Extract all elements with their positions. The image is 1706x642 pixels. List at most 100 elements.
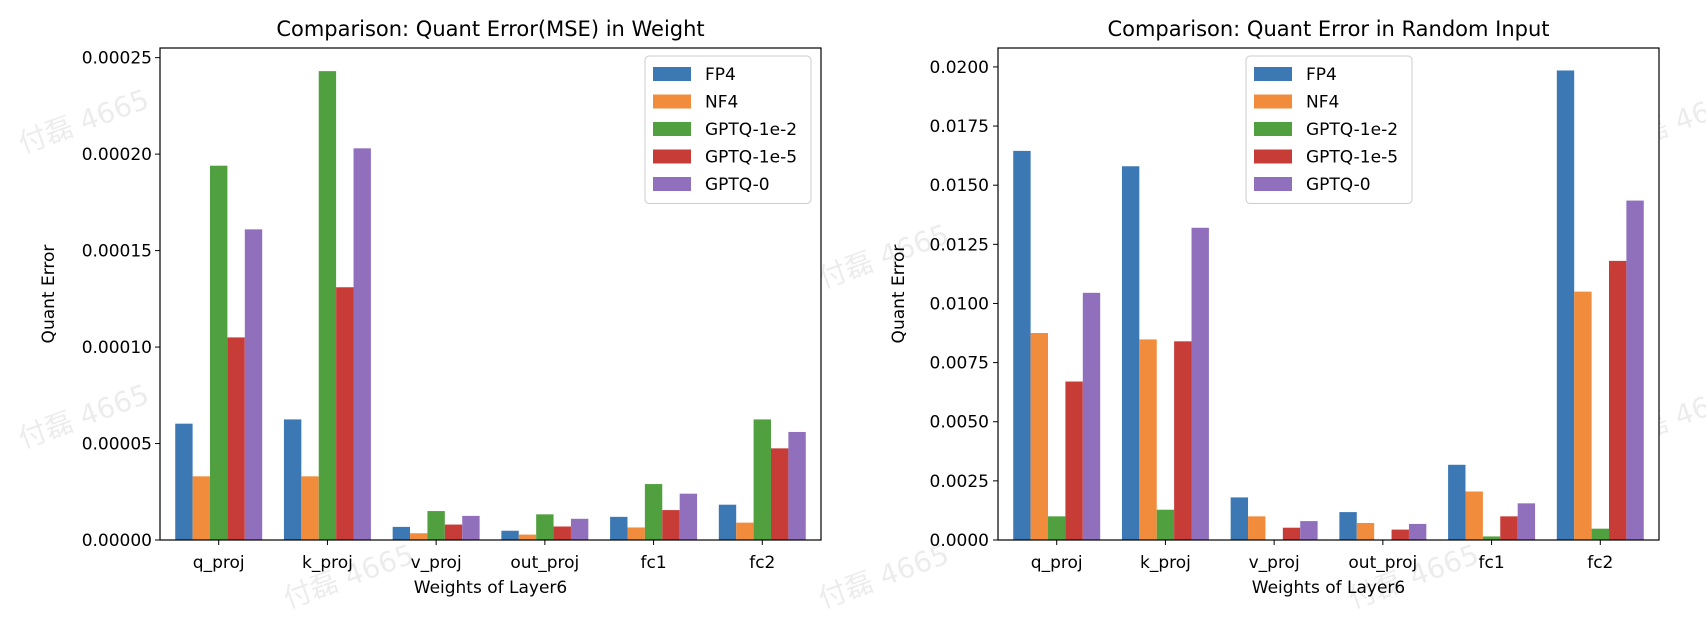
bar-gptq-0-k_proj (353, 148, 371, 540)
bar-gptq-1e-5-q_proj (1065, 381, 1083, 540)
legend: FP4 NF4 GPTQ-1e-2 GPTQ-1e-5 GPTQ-0 (1245, 55, 1413, 204)
bar-gptq-1e-5-k_proj (1174, 341, 1192, 540)
bar-gptq-1e-2-q_proj (210, 165, 228, 540)
bar-fp4-v_proj (1230, 497, 1249, 540)
y-tick-label: 0.00025 (82, 49, 152, 69)
legend-swatch-gptq-1e-2 (653, 122, 691, 136)
legend-label: GPTQ-1e-2 (705, 120, 797, 140)
legend-swatch-gptq-0 (653, 177, 691, 191)
bar-fp4-k_proj (1121, 166, 1140, 540)
legend-swatch-fp4 (653, 67, 691, 81)
legend-swatch-nf4 (653, 94, 691, 109)
chart-random-input: q_proj k_proj v_proj out_proj fc1 fc2 0.0000 0.… (889, 17, 1660, 598)
bar-nf4-fc1 (1465, 491, 1483, 540)
bar-gptq-1e-5-fc1 (1500, 516, 1518, 540)
bar-gptq-1e-2-fc2 (753, 419, 771, 540)
bar-fp4-fc1 (610, 516, 628, 540)
chart-title: Comparison: Quant Error in Random Input (1107, 17, 1549, 41)
bar-nf4-v_proj (410, 533, 428, 540)
bar-gptq-0-v_proj (1300, 521, 1318, 540)
bar-gptq-1e-2-k_proj (318, 71, 337, 541)
bar-gptq-0-fc2 (788, 431, 806, 540)
legend-swatch-gptq-1e-2 (1254, 122, 1292, 136)
bar-gptq-1e-5-out_proj (1391, 529, 1409, 540)
bar-gptq-1e-5-q_proj (227, 337, 245, 540)
legend-swatch-gptq-0 (1254, 177, 1292, 191)
bar-nf4-q_proj (1030, 333, 1049, 540)
bar-fp4-v_proj (392, 526, 411, 540)
bar-gptq-0-fc2 (1626, 200, 1644, 540)
bar-nf4-k_proj (301, 476, 319, 540)
axes-frame (159, 47, 822, 541)
legend-swatch-gptq-1e-5 (1254, 149, 1292, 164)
bar-nf4-v_proj (1248, 516, 1266, 540)
legend-label: GPTQ-1e-2 (1306, 120, 1398, 140)
bar-gptq-1e-2-q_proj (1048, 516, 1066, 540)
bar-gptq-1e-5-k_proj (336, 287, 354, 540)
bar-fp4-q_proj (1013, 150, 1031, 540)
x-axis-label: Weights of Layer6 (414, 578, 568, 598)
bar-nf4-k_proj (1139, 339, 1157, 540)
legend-label: NF4 (705, 93, 738, 113)
y-tick-label: 0.0200 (930, 58, 989, 78)
legend-swatch-fp4 (1254, 67, 1292, 81)
x-tick-label: fc1 (1478, 553, 1504, 573)
chart-weight-mse: q_proj k_proj v_proj out_proj fc1 fc2 0.00000 0… (39, 17, 822, 598)
bar-gptq-1e-2-out_proj (536, 514, 554, 540)
x-tick-label: out_proj (510, 553, 579, 573)
x-tick-label: v_proj (411, 553, 462, 573)
bar-nf4-out_proj (518, 534, 537, 540)
y-tick-label: 0.0150 (930, 176, 989, 196)
bar-gptq-1e-2-v_proj (427, 511, 445, 540)
bar-gptq-0-out_proj (1408, 523, 1427, 540)
bar-fp4-fc2 (718, 504, 737, 540)
x-tick-label: v_proj (1249, 553, 1300, 573)
bar-nf4-fc2 (736, 522, 754, 540)
bar-gptq-1e-2-fc1 (644, 484, 663, 540)
x-axis-label: Weights of Layer6 (1252, 578, 1406, 598)
bar-gptq-1e-5-v_proj (444, 524, 463, 540)
bar-fp4-q_proj (175, 423, 193, 540)
x-tick-label: fc2 (749, 553, 775, 573)
bar-nf4-q_proj (192, 476, 211, 540)
bar-gptq-1e-2-fc2 (1591, 528, 1609, 540)
chart-title: Comparison: Quant Error(MSE) in Weight (276, 17, 704, 41)
bar-gptq-0-q_proj (1082, 292, 1101, 540)
bar-gptq-1e-2-k_proj (1156, 509, 1175, 540)
bar-gptq-1e-2-fc1 (1482, 536, 1501, 540)
bar-fp4-fc1 (1448, 464, 1466, 540)
x-tick-label: fc2 (1587, 553, 1613, 573)
y-axis-label: Quant Error (889, 245, 909, 344)
x-tick-label: k_proj (1140, 553, 1191, 573)
bar-gptq-0-v_proj (462, 515, 480, 540)
bar-gptq-1e-5-v_proj (1282, 527, 1301, 540)
bar-gptq-0-out_proj (570, 518, 589, 540)
legend-label: GPTQ-0 (1306, 175, 1371, 195)
y-tick-label: 0.0075 (930, 354, 989, 374)
legend-label: GPTQ-1e-5 (705, 148, 797, 168)
bar-gptq-1e-5-fc2 (770, 448, 789, 540)
y-tick-label: 0.00020 (82, 145, 152, 165)
bar-gptq-0-fc1 (1517, 503, 1536, 540)
legend: FP4 NF4 GPTQ-1e-2 GPTQ-1e-5 GPTQ-0 (644, 55, 812, 204)
y-axis-label: Quant Error (39, 245, 59, 344)
x-tick-label: fc1 (640, 553, 666, 573)
bar-nf4-out_proj (1356, 522, 1375, 540)
x-tick-label: q_proj (193, 553, 245, 573)
axes-frame (997, 47, 1660, 541)
x-tick-label: k_proj (302, 553, 353, 573)
legend-swatch-gptq-1e-5 (653, 149, 691, 164)
bar-gptq-0-fc1 (679, 493, 698, 540)
legend-box (644, 55, 812, 204)
y-tick-label: 0.00010 (82, 338, 152, 358)
y-tick-label: 0.0100 (930, 294, 989, 314)
bar-gptq-1e-5-out_proj (553, 526, 571, 540)
y-tick-label: 0.0000 (930, 531, 989, 551)
bar-nf4-fc1 (627, 527, 645, 540)
legend-label: GPTQ-0 (705, 175, 770, 195)
x-tick-label: q_proj (1031, 553, 1083, 573)
bar-fp4-k_proj (283, 419, 302, 540)
bar-fp4-fc2 (1556, 70, 1575, 540)
y-tick-label: 0.00000 (82, 531, 152, 551)
